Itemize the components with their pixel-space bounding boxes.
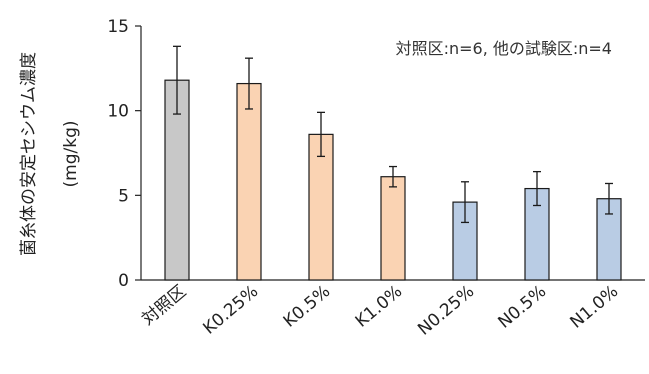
error-bar xyxy=(317,111,325,158)
error-bar xyxy=(173,45,181,115)
x-axis-labels: 対照区 K0.25% K0.5% K1.0% N0.25% N0.5% N1.0% xyxy=(138,282,622,340)
axes: 0 5 10 15 xyxy=(107,17,645,291)
error-bar xyxy=(533,170,541,207)
error-bar xyxy=(245,57,253,110)
x-tick-label: N1.0% xyxy=(567,282,623,333)
y-axis-label-main: 菌糸体の安定セシウム濃度 xyxy=(19,52,39,256)
bar xyxy=(380,176,406,281)
x-tick-label: K0.5% xyxy=(280,282,334,332)
x-tick-label: 対照区 xyxy=(138,282,190,330)
bar xyxy=(308,133,334,281)
bar xyxy=(236,82,262,281)
x-tick-label: K0.25% xyxy=(199,282,262,339)
y-tick-label: 15 xyxy=(107,17,129,37)
y-axis-label-unit: (mg/kg) xyxy=(61,121,81,188)
y-axis-title: 菌糸体の安定セシウム濃度 (mg/kg) xyxy=(19,52,81,256)
error-bar xyxy=(389,165,397,188)
y-tick-label: 0 xyxy=(118,271,129,291)
x-tick-label: K1.0% xyxy=(352,282,406,332)
error-bar xyxy=(605,182,613,215)
error-bar xyxy=(461,181,469,224)
y-tick-label: 5 xyxy=(118,186,129,206)
x-tick-label: N0.5% xyxy=(495,282,551,333)
x-tick-label: N0.25% xyxy=(414,282,478,340)
error-bars-group xyxy=(173,45,613,224)
sample-size-annotation: 対照区:n=6, 他の試験区:n=4 xyxy=(396,39,612,58)
y-tick-label: 10 xyxy=(107,102,129,122)
